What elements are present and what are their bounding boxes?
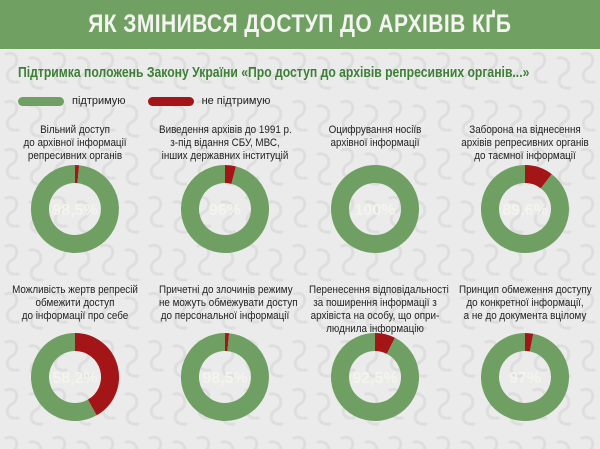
chart-label: Причетні до злочинів режиму не можуть обм…	[159, 284, 298, 323]
donut-value-label: 98,5%	[52, 202, 97, 219]
donut-chart: 98,5%	[180, 333, 269, 421]
chart-label-line: до архівної інформації	[23, 137, 127, 149]
donut-slice-support	[31, 333, 97, 421]
donut-slice-oppose	[224, 165, 236, 184]
donut-chart: 89,6%	[481, 165, 569, 253]
chart-label-line: Виведення архівів до 1991 р.	[159, 124, 292, 136]
chart-label-line: до таємної інформації	[474, 150, 576, 162]
chart-panel: Можливість жертв репресій обмежити доступ…	[0, 0, 150, 449]
chart-label-line: не можуть обмежувати доступ	[159, 297, 298, 309]
chart-label-line: до конкретної інформації,	[466, 297, 584, 309]
donut-slice-support	[30, 165, 119, 253]
chart-label: Перенесення відповідальності за поширення…	[309, 284, 449, 336]
chart-label-line: люднила інформацію	[326, 323, 424, 335]
legend-item-oppose: не підтримую	[147, 95, 271, 107]
legend-label-support: підтримую	[72, 95, 126, 107]
chart-label: Вільний доступ до архівної інформації репр…	[9, 124, 141, 163]
donut-slice-support	[331, 333, 419, 421]
chart-label-line: Заборона на віднесення	[469, 124, 581, 136]
donut-slice-support	[180, 333, 269, 421]
donut-slice-support	[481, 333, 569, 421]
header-banner: ЯК ЗМІНИВСЯ ДОСТУП ДО АРХІВІВ КҐБ	[0, 0, 600, 49]
chart-panel: Оцифрування носіїв архівної інформації 100…	[300, 0, 450, 449]
chart-label-line: інших державних інституцій	[161, 150, 289, 162]
chart-label-line: архівної інформації	[330, 137, 420, 149]
chart-label-line: Оцифрування носіїв	[328, 124, 422, 136]
chart-label-line: Вільний доступ	[40, 124, 110, 136]
donut-value-label: 100%	[355, 202, 396, 219]
donut-value-label: 92,5%	[352, 370, 397, 387]
donut-slice-oppose	[524, 333, 534, 352]
chart-label: Виведення архівів до 1991 р. з-під віданн…	[159, 124, 292, 163]
donut-slice-oppose	[524, 165, 552, 189]
donut-chart: 97%	[481, 333, 569, 421]
chart-subtitle: Підтримка положень Закону України «Про д…	[18, 65, 530, 81]
chart-panel: Вільний доступ до архівної інформації репр…	[0, 0, 150, 449]
chart-label-line: до інформації про себе	[21, 310, 129, 322]
legend-item-support: підтримую	[18, 95, 126, 107]
chart-panel: Причетні до злочинів режиму не можуть обм…	[150, 0, 300, 449]
chart-label-line: архівіста на особу, що опри-	[310, 310, 440, 322]
chart-label-line: Причетні до злочинів режиму	[159, 284, 293, 296]
legend-label-oppose: не підтримую	[201, 95, 271, 107]
chart-label-line: за поширення інформації з	[313, 297, 437, 309]
chart-label-line: архівів репресивних органів	[461, 137, 589, 149]
chart-label: Можливість жертв репресій обмежити доступ…	[9, 284, 141, 323]
chart-label-line: з-під відання СБУ, МВС,	[170, 137, 280, 149]
chart-panel: Перенесення відповідальності за поширення…	[300, 0, 450, 449]
donut-value-label: 98,5%	[202, 370, 247, 387]
chart-label-line: Перенесення відповідальності	[309, 284, 449, 296]
donut-value-label: 97%	[509, 370, 541, 387]
page-title: ЯК ЗМІНИВСЯ ДОСТУП ДО АРХІВІВ КҐБ	[88, 10, 512, 38]
chart-label: Заборона на віднесення архівів репресивни…	[459, 124, 591, 163]
donut-chart: 98,5%	[30, 165, 119, 253]
chart-panel: Виведення архівів до 1991 р. з-під віданн…	[150, 0, 300, 449]
chart-panel: Принцип обмеження доступу до конкретної і…	[450, 0, 600, 449]
donut-value-label: 58,2%	[52, 370, 97, 387]
legend: підтримую не підтримую	[18, 94, 292, 108]
chart-label-line: обмежити доступ	[35, 297, 115, 309]
donut-slice-support	[181, 165, 269, 253]
chart-label-line: а не до документа вцілому	[463, 310, 587, 322]
chart-label: Принцип обмеження доступу до конкретної і…	[459, 284, 592, 323]
donut-slice-oppose	[374, 332, 395, 355]
donut-slice-support	[481, 165, 569, 253]
donut-chart: 92,5%	[331, 332, 419, 421]
donut-chart: 58,2%	[31, 333, 119, 421]
donut-value-label: 89,6%	[502, 202, 547, 219]
legend-swatch-support	[18, 96, 64, 106]
donut-slice-oppose	[74, 333, 119, 416]
donut-slice-support	[331, 165, 419, 253]
chart-label-line: Принцип обмеження доступу	[459, 284, 592, 296]
legend-swatch-oppose	[147, 96, 194, 106]
donut-chart: 96%	[181, 165, 269, 253]
chart-label-line: до персональної інформації	[160, 310, 290, 322]
donut-value-label: 96%	[209, 202, 241, 219]
chart-label-line: репресивних органів	[27, 150, 123, 162]
chart-label: Оцифрування носіїв архівної інформації	[309, 124, 441, 150]
chart-panel: Заборона на віднесення архівів репресивни…	[450, 0, 600, 449]
donut-chart: 100%	[331, 165, 419, 253]
chart-label-line: Можливість жертв репресій	[12, 284, 138, 296]
